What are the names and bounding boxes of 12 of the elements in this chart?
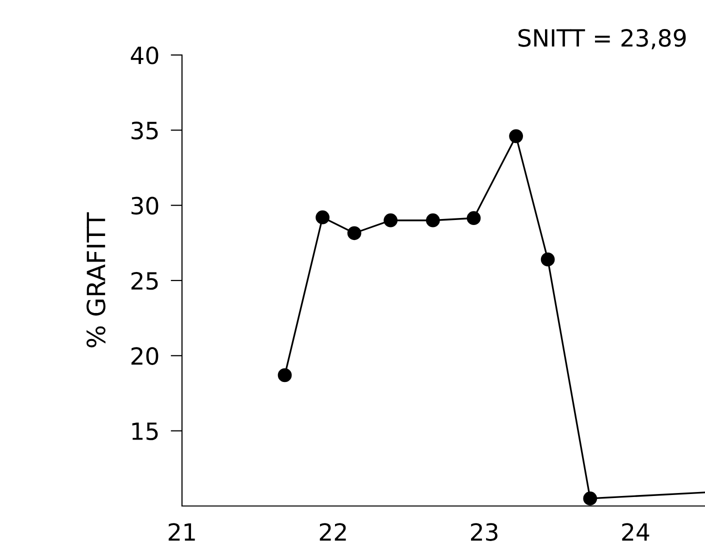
x-tick-label: 22	[320, 523, 346, 541]
x-tick-label: 23	[471, 523, 498, 541]
y-tick-label: 25	[131, 272, 158, 290]
y-tick-label: 35	[132, 122, 158, 140]
x-tick-label: 21	[168, 523, 195, 541]
y-tick-label: 30	[132, 196, 158, 215]
y-tick-label: 40	[130, 46, 158, 64]
y-axis-title: % GRAFITT	[86, 212, 106, 348]
text: SNITT = 23,89	[518, 28, 686, 50]
y-tick-label: 20	[131, 347, 158, 365]
y-tick-label: 15	[132, 422, 158, 440]
x-tick-label: 24	[622, 523, 650, 541]
